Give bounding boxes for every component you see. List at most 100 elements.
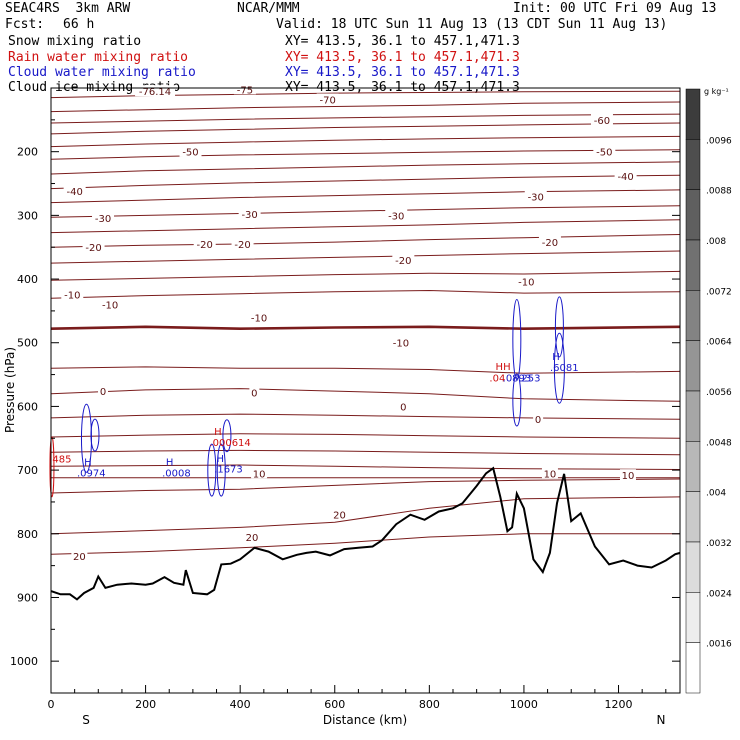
- isotherm-label-bg: [251, 467, 268, 479]
- isotherm-label-bg: [193, 238, 216, 250]
- isotherm-50: [51, 533, 680, 555]
- field-coords-cloud-water: XY= 413.5, 36.1 to 457.1,471.3: [285, 65, 520, 80]
- colorbar-swatch: [685, 340, 701, 392]
- isotherm-label: -40: [66, 187, 82, 198]
- isotherm--25: [51, 219, 680, 234]
- isotherm-40: [51, 478, 680, 494]
- isotherm-contours: [51, 90, 680, 555]
- isotherm-label-bg: [243, 530, 260, 542]
- isotherm--15: [51, 250, 680, 264]
- colorbar-swatch: [685, 88, 701, 140]
- isotherm-label: -20: [197, 240, 213, 251]
- colorbar-label: .0016: [706, 640, 732, 650]
- colorbar-swatch: [685, 541, 701, 593]
- colorbar-label: .0064: [706, 338, 732, 348]
- y-tick-label: 300: [17, 209, 38, 222]
- hydrometeor-label: .04: [489, 374, 505, 385]
- colorbar-swatch: [685, 491, 701, 543]
- isotherm-label-bg: [619, 469, 636, 481]
- isotherm-label-bg: [233, 83, 256, 95]
- isotherm-label-bg: [533, 413, 544, 425]
- mixing-ratio-contour: [553, 332, 565, 404]
- colorbar-swatch: [685, 642, 701, 694]
- valid-time: Valid: 18 UTC Sun 11 Aug 13 (13 CDT Sun …: [276, 17, 668, 32]
- isotherm-label: 0: [251, 388, 257, 399]
- hydrometeor-label: .1673: [214, 465, 243, 476]
- hydrometeor-label: .000614: [209, 438, 250, 449]
- colorbar-label: .0032: [706, 539, 732, 549]
- isotherm-label-bg: [398, 400, 409, 412]
- isotherm-label: -30: [388, 211, 404, 222]
- mixing-ratio-contour: [512, 299, 522, 381]
- isotherm-label: 20: [333, 511, 346, 522]
- isotherm-label-bg: [71, 550, 88, 562]
- isotherm-label: -50: [182, 148, 198, 159]
- isotherm-label: -75: [237, 85, 253, 96]
- x-tick-label: 600: [324, 698, 345, 711]
- isotherm-label: 10: [622, 471, 635, 482]
- isotherm-label-bg: [249, 386, 260, 398]
- colorbar-swatch: [685, 290, 701, 341]
- y-tick-label: 400: [17, 273, 38, 286]
- hydrometeor-label: 485: [52, 454, 71, 465]
- isotherm-label: -20: [542, 238, 558, 249]
- isotherm-label-bg: [515, 275, 538, 287]
- mixing-ratio-contour: [207, 443, 217, 497]
- isotherm-label: -70: [319, 95, 335, 106]
- isotherm-label: 0: [535, 415, 541, 426]
- mixing-ratio-contour: [216, 443, 226, 497]
- isotherm-label: 0: [100, 387, 106, 398]
- colorbar-swatch: [685, 441, 701, 492]
- isotherm-label: -60: [594, 116, 610, 127]
- colorbar-label: .0072: [706, 287, 732, 297]
- isotherm-label: -20: [395, 256, 411, 267]
- x-tick-label: 400: [230, 698, 251, 711]
- x-axis-end-right: N: [657, 713, 666, 727]
- colorbar-swatch: [685, 239, 701, 291]
- colorbar: .0096 .0088 .008 .0072 .0064 .0056 .0048 .004 .0…: [685, 88, 732, 694]
- isotherm-25: [51, 449, 680, 456]
- y-tick-label: 900: [17, 591, 38, 604]
- y-tick-label: 200: [17, 146, 38, 159]
- hydrometeor-label: H: [214, 427, 222, 438]
- org-title: NCAR/MMM: [237, 1, 300, 16]
- isotherm-label: 0: [400, 402, 406, 413]
- field-name-rain: Rain water mixing ratio: [8, 50, 189, 65]
- isotherm-0: [51, 325, 680, 331]
- field-name-snow: Snow mixing ratio: [8, 34, 142, 49]
- colorbar-label: .0048: [706, 438, 732, 448]
- isotherm-label: -40: [617, 172, 633, 183]
- hydrometeor-label: H: [166, 458, 174, 469]
- isotherm-labels: -76.14 -75 -70 -60 -50 -50 -40 -40 -30 -30 -30 -30 -…: [61, 83, 637, 563]
- isotherm-label: -20: [85, 243, 101, 254]
- hydrometeor-label: .6081: [550, 363, 579, 374]
- terrain-line: [51, 466, 680, 601]
- isotherm-label: -10: [102, 301, 118, 312]
- isotherm-label: -10: [251, 313, 267, 324]
- isotherm-label-bg: [82, 241, 105, 253]
- field-coords-rain: XY= 413.5, 36.1 to 457.1,471.3: [285, 50, 520, 65]
- hydrometeor-contours: [49, 296, 565, 498]
- isotherm-label-bg: [538, 236, 561, 248]
- isotherm-label-bg: [614, 169, 637, 181]
- isotherm-label-bg: [524, 190, 547, 202]
- x-tick-label: 800: [419, 698, 440, 711]
- hydrometeor-label: .0974: [77, 468, 106, 479]
- y-tick-label: 600: [17, 400, 38, 413]
- terrain-profile: [51, 466, 680, 601]
- hydrometeor-label: H: [552, 352, 560, 363]
- x-axis: 0 200 400 600 800 1000 1200: [48, 685, 667, 711]
- colorbar-swatch: [685, 189, 701, 241]
- mixing-ratio-contour: [90, 418, 100, 452]
- x-tick-label: 1200: [605, 698, 633, 711]
- hydrometeor-label: .0893: [503, 374, 532, 385]
- y-tick-label: 500: [17, 337, 38, 350]
- isotherm--30: [51, 205, 680, 218]
- isotherm-label: 20: [73, 552, 86, 563]
- colorbar-swatch: [685, 592, 701, 643]
- isotherm-label: 10: [253, 469, 266, 480]
- isotherm--10: [51, 270, 680, 281]
- isotherm-label-bg: [179, 145, 202, 157]
